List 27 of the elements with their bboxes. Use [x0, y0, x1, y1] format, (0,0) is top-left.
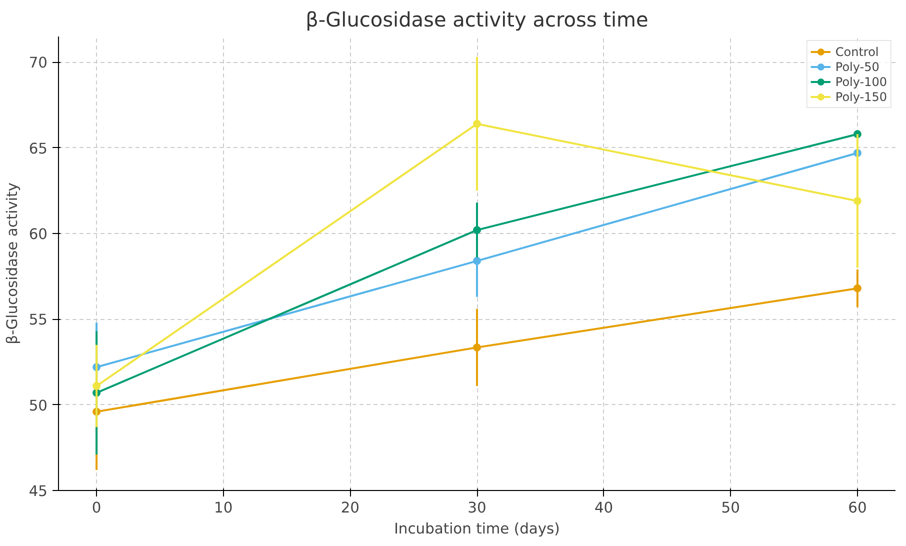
point: [92, 382, 101, 390]
point: [473, 256, 481, 265]
point: [853, 196, 862, 205]
y-tick-label: 65: [28, 140, 48, 158]
y-tick-label: 55: [28, 312, 48, 329]
y-axis-title: β-Glucosidase activity: [4, 182, 21, 344]
x-tick-label: 10: [214, 500, 233, 516]
x-axis-title: Incubation time (days): [394, 520, 560, 538]
y-tick-label: 45: [28, 483, 48, 500]
x-tick-label: 30: [468, 500, 486, 516]
x-tick-label: 60: [848, 500, 867, 516]
legend-label: Poly-50: [835, 59, 880, 74]
point: [473, 226, 481, 234]
x-tick-label: 20: [340, 500, 360, 516]
x-tick-label: 0: [92, 500, 102, 516]
legend-label: Control: [835, 44, 879, 59]
point: [853, 284, 862, 292]
y-tick-label: 70: [28, 54, 48, 72]
chart-title: β-Glucosidase activity across time: [306, 8, 648, 32]
x-tick-label: 40: [594, 500, 614, 516]
point: [473, 120, 481, 128]
y-tick-label: 60: [28, 226, 48, 244]
legend-label: Poly-100: [835, 74, 887, 89]
legend-label: Poly-150: [835, 89, 887, 104]
x-tick-label: 50: [721, 500, 740, 516]
y-tick-label: 50: [28, 397, 48, 414]
point: [473, 343, 481, 352]
